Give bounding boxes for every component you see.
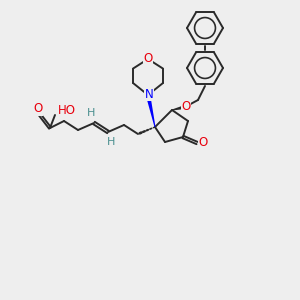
Text: H: H (87, 108, 95, 118)
Text: O: O (143, 52, 153, 65)
Text: HO: HO (58, 103, 76, 116)
Text: N: N (145, 88, 153, 100)
Polygon shape (146, 94, 155, 127)
Text: O: O (198, 136, 208, 149)
Text: H: H (107, 137, 115, 147)
Text: O: O (182, 100, 190, 113)
Text: O: O (33, 103, 43, 116)
Polygon shape (172, 105, 185, 110)
